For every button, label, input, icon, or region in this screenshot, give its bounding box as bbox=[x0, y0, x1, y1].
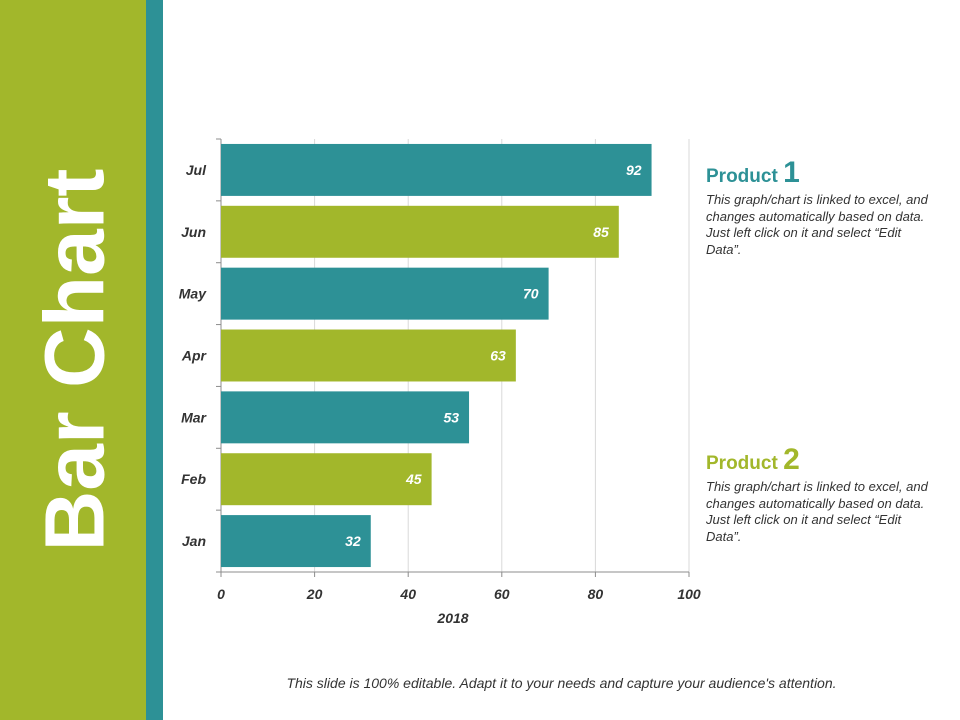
x-tick-label-20: 20 bbox=[306, 586, 323, 602]
category-label-feb: Feb bbox=[181, 471, 206, 487]
data-label-jul: 92 bbox=[626, 162, 642, 178]
x-tick-label-100: 100 bbox=[677, 586, 701, 602]
legend-product-2-title: Product 2 bbox=[706, 445, 931, 477]
legend-product-1: Product 1 This graph/chart is linked to … bbox=[706, 158, 931, 258]
x-axis-title: 2018 bbox=[436, 610, 468, 626]
legend-product-2-description: This graph/chart is linked to excel, and… bbox=[706, 479, 928, 544]
category-label-jan: Jan bbox=[182, 533, 206, 549]
data-label-feb: 45 bbox=[405, 471, 422, 487]
legend-product-2: Product 2 This graph/chart is linked to … bbox=[706, 445, 931, 545]
category-label-jul: Jul bbox=[186, 162, 207, 178]
category-label-may: May bbox=[179, 286, 207, 302]
legend-product-2-number: 2 bbox=[783, 443, 800, 476]
footer-note: This slide is 100% editable. Adapt it to… bbox=[286, 675, 837, 691]
bar-apr bbox=[221, 329, 516, 382]
category-label-mar: Mar bbox=[181, 409, 207, 425]
legend-product-1-title: Product 1 bbox=[706, 158, 931, 190]
legend-product-1-number: 1 bbox=[783, 156, 800, 189]
data-label-apr: 63 bbox=[490, 348, 506, 364]
x-tick-label-80: 80 bbox=[588, 586, 604, 602]
bar-jan bbox=[221, 515, 371, 568]
bar-mar bbox=[221, 391, 470, 444]
bar-jun bbox=[221, 205, 619, 258]
bar-may bbox=[221, 267, 549, 320]
data-label-mar: 53 bbox=[443, 409, 459, 425]
data-label-jun: 85 bbox=[593, 224, 609, 240]
x-tick-label-40: 40 bbox=[399, 586, 416, 602]
category-label-apr: Apr bbox=[181, 348, 208, 364]
legend-product-2-label: Product bbox=[706, 453, 778, 474]
data-label-may: 70 bbox=[523, 286, 539, 302]
data-label-jan: 32 bbox=[345, 533, 361, 549]
bar-feb bbox=[221, 453, 432, 506]
x-tick-label-60: 60 bbox=[494, 586, 510, 602]
legend-product-1-label: Product bbox=[706, 166, 778, 187]
category-label-jun: Jun bbox=[181, 224, 206, 240]
bar-jul bbox=[221, 143, 652, 196]
left-title-band bbox=[0, 0, 146, 720]
x-tick-label-0: 0 bbox=[217, 586, 225, 602]
accent-stripe bbox=[146, 0, 163, 720]
legend-product-1-description: This graph/chart is linked to excel, and… bbox=[706, 192, 928, 257]
